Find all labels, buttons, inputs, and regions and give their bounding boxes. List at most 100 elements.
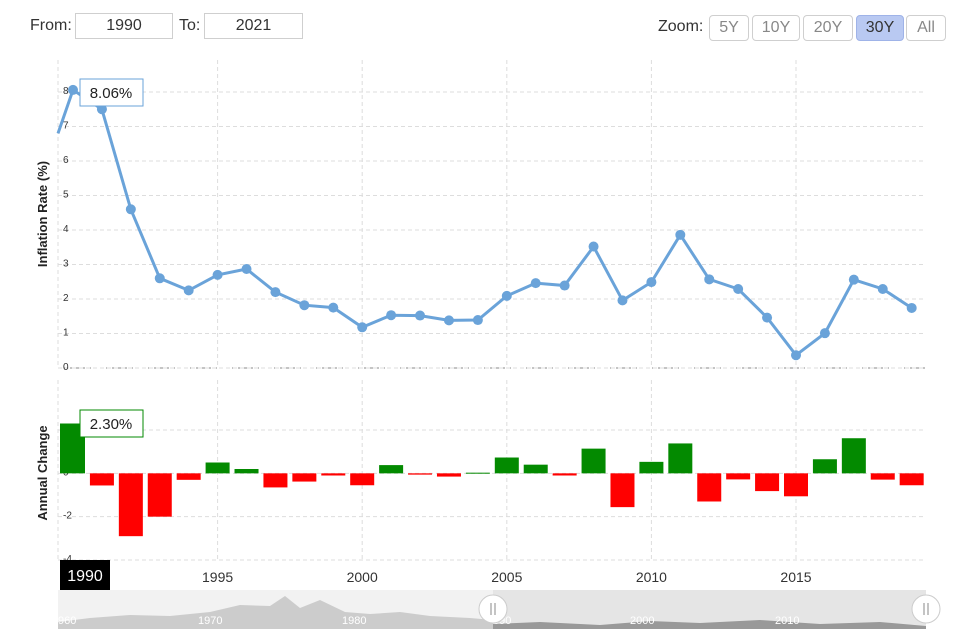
y-tick-label: 6 xyxy=(63,155,69,166)
data-point xyxy=(299,300,310,311)
bottom-tooltip: 2.30% xyxy=(79,409,144,438)
navigator-label: 2010 xyxy=(775,615,799,627)
change-bar xyxy=(841,438,866,474)
range-start-badge xyxy=(60,560,110,590)
navigator-history-area xyxy=(58,596,493,629)
inflation-points xyxy=(68,84,917,361)
zoom-20y-button[interactable]: 20Y xyxy=(803,15,853,41)
zoom-label: Zoom: xyxy=(658,18,704,35)
top-y-axis-title: Inflation Rate (%) xyxy=(35,161,50,267)
change-bar xyxy=(899,473,924,486)
navigator-right-handle[interactable] xyxy=(911,594,941,624)
data-point xyxy=(386,310,397,321)
change-bar xyxy=(234,469,259,474)
data-point xyxy=(96,104,107,115)
top-y-tick-labels: 0 1 2 3 4 5 6 7 8 xyxy=(63,86,69,373)
data-point xyxy=(733,283,744,294)
x-gridlines xyxy=(217,60,797,560)
navigator-left-handle[interactable] xyxy=(478,594,508,624)
data-point xyxy=(819,328,830,339)
change-bar xyxy=(581,448,606,474)
zoom-all-button[interactable]: All xyxy=(906,15,946,41)
change-bar xyxy=(610,473,635,508)
from-input[interactable]: 1990 xyxy=(75,13,173,39)
data-point xyxy=(212,269,223,280)
data-point xyxy=(68,84,78,95)
data-point xyxy=(415,310,426,321)
navigator-label: 1980 xyxy=(342,615,366,627)
data-point xyxy=(530,278,541,289)
change-bar xyxy=(784,473,808,497)
change-bar xyxy=(812,459,837,474)
data-point xyxy=(241,263,252,274)
change-bar xyxy=(870,473,895,480)
x-tick-label: 2005 xyxy=(491,569,522,585)
data-point xyxy=(472,315,483,326)
data-point xyxy=(501,290,512,301)
y-tick-label: -4 xyxy=(63,554,72,565)
navigator-selected-area xyxy=(493,620,926,629)
change-bar xyxy=(379,465,404,474)
change-bar xyxy=(350,473,375,486)
change-bar xyxy=(118,473,143,537)
to-label: To: xyxy=(179,17,201,34)
data-point xyxy=(588,241,599,252)
navigator-label: 960 xyxy=(58,615,76,627)
data-point xyxy=(906,302,917,313)
to-input[interactable]: 2021 xyxy=(204,13,303,39)
data-point xyxy=(791,350,801,361)
top-tooltip-text: 8.06% xyxy=(90,85,133,102)
change-bar xyxy=(755,473,780,492)
x-tick-label: 2000 xyxy=(347,569,378,585)
data-point xyxy=(270,287,281,298)
y-tick-label: 0 xyxy=(63,362,69,373)
y-tick-label: 4 xyxy=(63,224,69,235)
inflation-line xyxy=(56,87,913,358)
navigator-label: 2000 xyxy=(630,615,654,627)
y-tick-label: 8 xyxy=(63,86,69,97)
change-bar xyxy=(726,473,751,480)
data-point xyxy=(443,315,454,326)
zoom-30y-button[interactable]: 30Y xyxy=(856,15,904,41)
data-point xyxy=(357,322,368,333)
data-point xyxy=(154,273,165,284)
x-axis-labels: 1995 2000 2005 2010 2015 xyxy=(202,569,812,585)
change-bar xyxy=(408,473,433,475)
change-bar xyxy=(263,473,288,488)
change-bar xyxy=(205,462,230,474)
navigator[interactable]: 960 1970 1980 990 2000 2010 xyxy=(58,590,926,629)
change-bar xyxy=(176,473,201,480)
change-bar xyxy=(697,473,722,502)
data-point xyxy=(559,280,570,291)
data-point xyxy=(675,229,686,240)
bottom-tooltip-text: 2.30% xyxy=(90,416,133,433)
x-tick-label: 2010 xyxy=(636,569,667,585)
data-point xyxy=(848,274,859,285)
zoom-10y-button[interactable]: 10Y xyxy=(752,15,800,41)
annual-change-bars xyxy=(60,423,924,537)
data-point xyxy=(762,312,773,323)
change-bar xyxy=(552,473,577,476)
y-tick-label: 5 xyxy=(63,190,69,201)
y-tick-label: 1 xyxy=(63,328,69,339)
change-bar xyxy=(523,464,548,474)
y-tick-label: -2 xyxy=(63,511,72,522)
data-point xyxy=(617,295,628,306)
change-bar xyxy=(89,473,114,486)
data-point xyxy=(328,302,339,313)
bottom-y-axis-title: Annual Change xyxy=(35,425,50,520)
change-bar xyxy=(436,473,461,477)
navigator-selection[interactable] xyxy=(493,590,926,629)
change-bar xyxy=(465,472,490,474)
change-bar xyxy=(321,473,346,476)
navigator-label: 1970 xyxy=(198,615,222,627)
data-point xyxy=(704,274,715,285)
data-point xyxy=(183,285,194,296)
data-point xyxy=(125,204,136,215)
zoom-5y-button[interactable]: 5Y xyxy=(709,15,749,41)
y-tick-label: 2 xyxy=(63,293,69,304)
y-tick-label: 7 xyxy=(63,121,69,132)
top-tooltip: 8.06% xyxy=(79,78,144,107)
from-label: From: xyxy=(30,17,72,34)
